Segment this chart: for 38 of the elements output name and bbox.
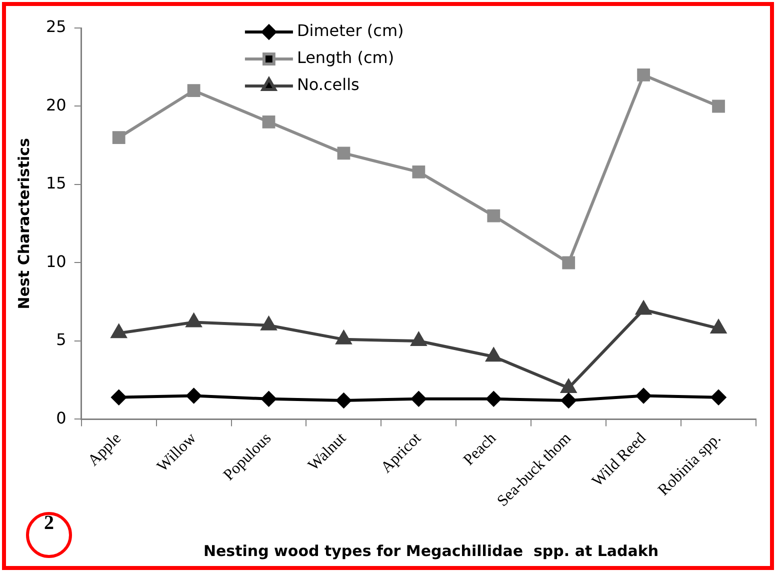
point (711, 390, 726, 405)
point (336, 392, 352, 408)
point (637, 68, 650, 82)
point (636, 388, 652, 404)
point (561, 379, 576, 393)
legend-label: Dimeter (cm) (296, 21, 404, 40)
point (112, 131, 126, 144)
point (187, 84, 200, 98)
x-axis-title: Nesting wood types for Megachillidae spp. at Ladakh (202, 542, 660, 560)
legend-label: Length (cm) (296, 48, 394, 68)
y-axis-title: Nest Characteristics (14, 138, 33, 310)
point (186, 388, 202, 404)
point (261, 316, 276, 330)
point (111, 324, 126, 338)
point (712, 100, 725, 113)
y-tick-label: 15 (46, 174, 66, 193)
point (562, 256, 576, 270)
point (710, 320, 726, 334)
point (411, 332, 426, 346)
point (111, 390, 126, 405)
y-tick-label: 0 (56, 408, 66, 428)
point (561, 392, 576, 408)
y-tick-label: 10 (46, 252, 66, 271)
point (636, 301, 652, 315)
point (337, 146, 350, 160)
y-tick-label: 20 (46, 95, 66, 114)
y-tick-label: 25 (46, 17, 66, 36)
point (262, 115, 276, 128)
point (486, 391, 502, 406)
legend-label: No.cells (296, 75, 360, 94)
y-tick-label: 5 (56, 330, 66, 350)
point (487, 209, 500, 222)
point (412, 166, 426, 178)
point (186, 314, 202, 328)
point (411, 391, 426, 406)
point (261, 391, 276, 406)
point (486, 348, 502, 362)
point (336, 330, 352, 344)
